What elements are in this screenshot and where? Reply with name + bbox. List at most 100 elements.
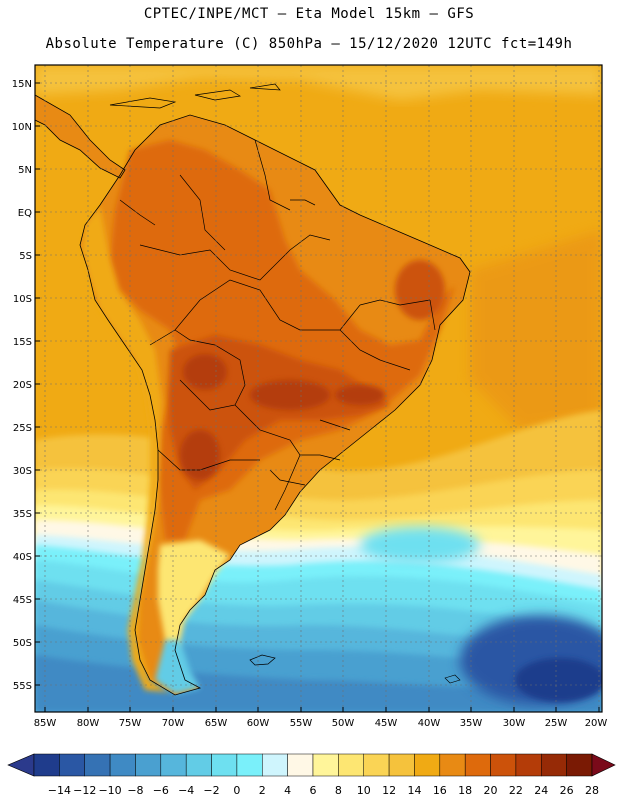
lat-label: 5N [18, 165, 32, 176]
colorbar-swatch [439, 753, 466, 777]
colorbar-label: 22 [509, 784, 523, 797]
atlantic-orange-area [470, 230, 602, 430]
colorbar-label: 10 [357, 784, 371, 797]
colorbar-label: −6 [153, 784, 169, 797]
colorbar-swatch [515, 753, 542, 777]
tick-marks [35, 82, 600, 712]
colorbar-swatch [160, 753, 187, 777]
lat-label: 40S [13, 552, 32, 563]
colorbar-label: 20 [484, 784, 498, 797]
lon-label: 65W [205, 718, 228, 729]
colorbar-swatch [236, 753, 263, 777]
colorbar-label: −10 [98, 784, 121, 797]
colorbar-swatch [464, 753, 491, 777]
central-america-coast [35, 94, 126, 179]
patagonia-cool [158, 540, 230, 650]
map-frame [34, 64, 603, 713]
colorbar-label: 26 [560, 784, 574, 797]
northeast-hot [395, 260, 445, 320]
colorbar-label: 6 [310, 784, 317, 797]
colorbar-swatch [363, 753, 390, 777]
lat-label: EQ [18, 208, 32, 219]
colorbar: −14 −12 −10 −8 −6 −4 −2 0 2 4 6 8 10 12 14 16 18 20 22 24 26… [7, 753, 616, 797]
colorbar-label: −14 [48, 784, 71, 797]
lon-label: 70W [162, 718, 185, 729]
lat-label: 20S [13, 380, 32, 391]
lon-label: 60W [247, 718, 270, 729]
colorbar-label: 0 [233, 784, 240, 797]
hottest-core-east [335, 385, 385, 405]
map-field [35, 65, 602, 712]
south-georgia-island [444, 674, 461, 684]
tierra-del-fuego-cold [155, 640, 200, 694]
colorbar-swatch [312, 753, 339, 777]
lon-label: 80W [77, 718, 100, 729]
lon-label: 50W [332, 718, 355, 729]
colorbar-swatch [414, 753, 441, 777]
colorbar-swatch [135, 753, 162, 777]
cyan-lobe [360, 527, 480, 563]
colorbar-label: 2 [259, 784, 266, 797]
colorbar-swatch [33, 753, 60, 777]
falkland-islands [249, 654, 276, 666]
central-america-land [35, 95, 125, 178]
colorbar-swatch [185, 753, 212, 777]
north-warm-band [35, 65, 602, 100]
colorbar-under-arrow [7, 753, 35, 777]
lat-label: 10N [12, 122, 32, 133]
lon-label: 45W [375, 718, 398, 729]
colorbar-label: −8 [127, 784, 143, 797]
band-m6 [35, 655, 602, 712]
lat-label: 10S [13, 294, 32, 305]
latitude-labels: 15N 10N 5N EQ 5S 10S 15S 20S 25S 30S 35S… [12, 79, 32, 692]
colorbar-swatch [338, 753, 364, 777]
colorbar-label: 16 [433, 784, 447, 797]
lat-label: 55S [13, 681, 32, 692]
lon-label: 25W [545, 718, 568, 729]
hottest-core-south [180, 430, 220, 480]
coldest-core [515, 658, 602, 702]
colorbar-label: 28 [585, 784, 599, 797]
colorbar-label: 14 [407, 784, 421, 797]
map-title-line2: Absolute Temperature (C) 850hPa – 15/12/… [45, 36, 573, 52]
lat-label: 30S [13, 466, 32, 477]
lon-label: 85W [34, 718, 57, 729]
lat-label: 50S [13, 638, 32, 649]
colorbar-swatch [84, 753, 111, 777]
lat-label: 35S [13, 509, 32, 520]
lon-label: 20W [585, 718, 608, 729]
colorbar-swatch [211, 753, 238, 777]
andes-cooler-strip [82, 205, 170, 692]
colorbar-swatch [388, 753, 415, 777]
lon-label: 75W [119, 718, 142, 729]
colorbar-over-arrow [591, 753, 616, 777]
colorbar-label: −4 [178, 784, 194, 797]
lat-label: 5S [19, 251, 32, 262]
lat-label: 45S [13, 595, 32, 606]
lon-label: 40W [418, 718, 441, 729]
colorbar-label: −2 [203, 784, 219, 797]
colorbar-swatch [262, 753, 288, 777]
colorbar-label: 18 [458, 784, 472, 797]
colorbar-swatch [287, 753, 314, 777]
lat-label: 15N [12, 79, 32, 90]
colorbar-swatch [59, 753, 85, 777]
colorbar-label: 24 [534, 784, 548, 797]
hottest-core-west [183, 354, 227, 390]
colorbar-swatch [541, 753, 567, 777]
longitude-labels: 85W 80W 75W 70W 65W 60W 55W 50W 45W 40W … [34, 718, 608, 729]
colorbar-label: 4 [284, 784, 291, 797]
colorbar-swatch [566, 753, 593, 777]
lat-label: 15S [13, 337, 32, 348]
caribbean-islands [109, 83, 281, 109]
coastline [79, 114, 471, 696]
lat-label: 25S [13, 423, 32, 434]
colorbar-label: −12 [73, 784, 96, 797]
colorbar-label: 8 [335, 784, 342, 797]
hottest-core-central [250, 380, 330, 410]
lon-label: 30W [503, 718, 526, 729]
colorbar-swatch [490, 753, 517, 777]
lon-label: 55W [290, 718, 313, 729]
colorbar-swatch [109, 753, 136, 777]
